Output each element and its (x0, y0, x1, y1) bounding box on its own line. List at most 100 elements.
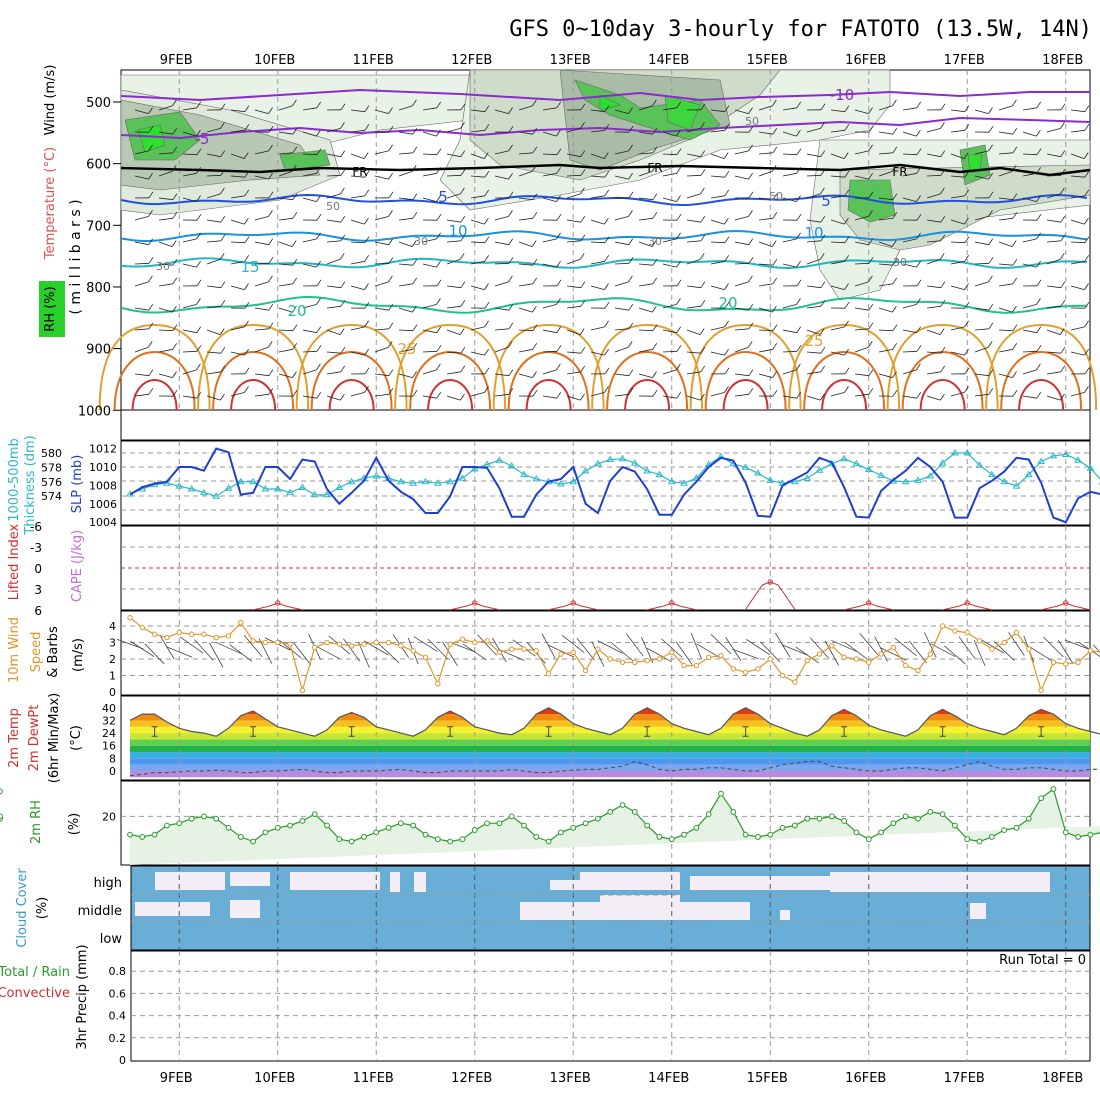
thickness-point (458, 474, 467, 481)
wind-barb (710, 219, 725, 225)
wind10-barb (745, 639, 770, 655)
wind-barb-flag (292, 99, 297, 107)
rh2m-point (361, 834, 367, 840)
wind-barb (1022, 350, 1038, 353)
wind10-grid (121, 611, 1090, 695)
wind-barb-flag (916, 345, 922, 352)
wind-barb (950, 285, 965, 290)
wind-barb (758, 131, 773, 135)
wind-barb-flag (628, 107, 633, 114)
wind-barb-flag (411, 165, 417, 172)
wind-barb (374, 328, 389, 331)
wind-barb-flag (652, 305, 657, 313)
wind-barb-flag (1084, 189, 1090, 197)
wind-barb-flag (292, 371, 297, 378)
thickness-point (409, 479, 418, 486)
wind-barb (254, 150, 269, 155)
thickness-point (1061, 450, 1070, 457)
wind-barb (206, 219, 221, 223)
wind-barb (206, 351, 221, 354)
wind10-point (521, 646, 527, 652)
wind-barb-flag (340, 393, 345, 401)
wind-barb-flag (244, 320, 249, 328)
thickness-point (655, 470, 664, 478)
wind-barb (134, 347, 149, 353)
rh-color-swatch (39, 281, 65, 337)
wind-barb-flag (171, 165, 177, 172)
wind10-tick-label: 0 (109, 686, 116, 699)
top-date-label: 13FEB (550, 53, 591, 68)
wind-barb (302, 304, 317, 309)
wind10-unit-label: (m/s) (71, 638, 86, 672)
thickness-point (212, 492, 221, 499)
wind-barb (614, 307, 629, 311)
wind-barb (1070, 195, 1085, 199)
temp-band (130, 764, 1090, 771)
contour-35 (427, 378, 474, 411)
wind-barb-flag (796, 232, 801, 240)
wind-barb (830, 392, 845, 397)
wind-barb (374, 307, 389, 311)
wind-barb (158, 373, 173, 378)
wind-barb-flag (172, 127, 178, 135)
wind-barb (302, 197, 317, 202)
wind-barb (998, 171, 1013, 177)
wind-barb-flag (1036, 101, 1042, 109)
thickness-point (1086, 464, 1095, 471)
wind-barb (902, 131, 917, 137)
wind-barb-flag (556, 391, 562, 399)
wind-barb-flag (268, 322, 274, 330)
wind-barb-flag (700, 187, 705, 195)
wind-barb-flag (556, 148, 562, 155)
wind-barb (974, 328, 989, 331)
wind-barb (470, 175, 485, 178)
wind10-barb (116, 638, 144, 650)
wind-barb-flag (556, 167, 562, 174)
wind-barb (422, 395, 437, 399)
wind-barb-flag (196, 232, 201, 240)
wind10-barb (561, 635, 585, 653)
wind-barb-flag (532, 127, 538, 135)
wind-barb-flag (628, 388, 634, 395)
wind-barb-flag (220, 122, 225, 129)
wind-barb-flag (604, 255, 610, 262)
wind-barb-flag (867, 341, 873, 348)
wind-barb-flag (1060, 169, 1066, 176)
wind-barb (830, 175, 845, 178)
wind-barb-flag (1060, 346, 1066, 354)
wind-barb-flag (940, 393, 945, 401)
wind-barb-flag (748, 257, 754, 264)
wind-barb (998, 307, 1013, 313)
wind-barb (686, 128, 701, 133)
wind-barb (494, 175, 509, 180)
wind-barb-flag (484, 170, 490, 178)
wind-barb (182, 263, 197, 268)
wind-barb (686, 240, 701, 243)
rh2m-point (0, 813, 3, 820)
wind-barb (206, 305, 221, 309)
wind-barb (806, 174, 822, 177)
rh2m-point (1050, 786, 1057, 792)
wind-barb-flag (964, 283, 969, 290)
thickness-axis-label: 1000-500mb (7, 438, 22, 522)
thickness-point (1024, 470, 1033, 478)
wind10-barb (541, 633, 556, 659)
wind-barb-flag (316, 232, 321, 240)
wind-barb (926, 285, 941, 289)
wind-barb-flag (916, 195, 921, 202)
wind-barb (566, 395, 581, 401)
wind-barb (278, 348, 293, 353)
wind-barb (302, 238, 317, 243)
label-rh30: 30 (893, 256, 907, 269)
temp-band (130, 739, 1090, 746)
thickness-point (421, 477, 430, 485)
rh2m-point (225, 824, 232, 831)
wind-barb (830, 129, 845, 133)
temp2m-tick-label: 24 (102, 727, 116, 740)
wind-barb (686, 219, 701, 223)
wind-barb-flag (844, 170, 850, 178)
wind-barb (398, 329, 414, 332)
wind-barb (326, 305, 341, 309)
minmax-axis-label: (6hr Min/Max) (47, 693, 62, 783)
